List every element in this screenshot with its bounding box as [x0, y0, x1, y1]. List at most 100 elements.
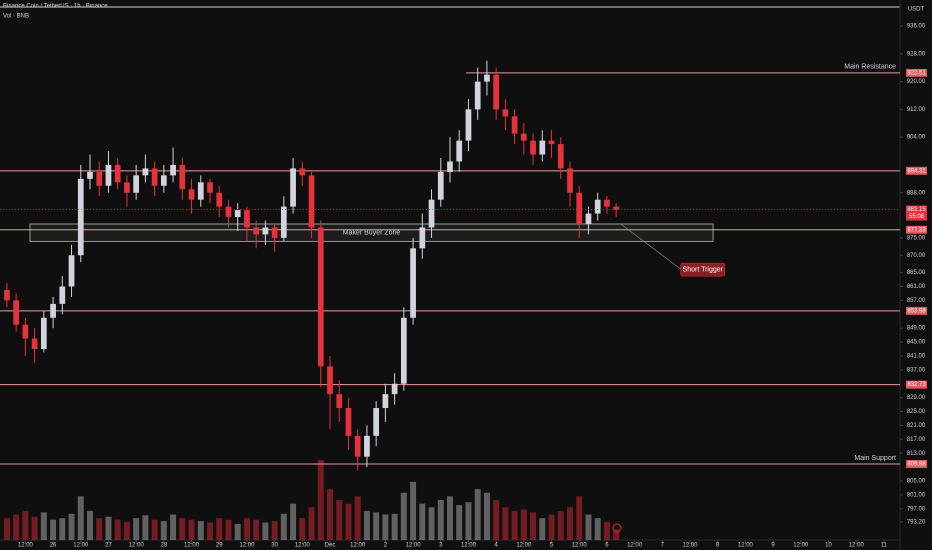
candle-body: [68, 255, 75, 287]
volume-bar: [197, 521, 204, 540]
volume-bar: [308, 507, 315, 540]
candle-body: [142, 168, 149, 176]
candle-body: [419, 227, 426, 249]
currency: USDT: [908, 7, 925, 13]
candle-body: [114, 164, 121, 183]
candle-body: [613, 206, 620, 210]
candle-body: [502, 109, 509, 117]
volume-bar: [354, 496, 361, 540]
y-tick-label: 920.00: [907, 79, 926, 85]
candle-body: [465, 109, 472, 141]
candle-body: [77, 178, 84, 256]
candle-body: [557, 144, 564, 169]
candle-body: [373, 408, 380, 436]
level-label: 832.73: [907, 382, 926, 388]
volume-bar: [391, 513, 398, 540]
x-tick-label: 12:00: [516, 543, 532, 549]
candle-body: [197, 182, 204, 200]
candle-body: [391, 383, 398, 395]
level-label: 853.98: [907, 308, 926, 314]
x-tick-label: 30: [271, 543, 278, 549]
volume-bar: [363, 510, 370, 540]
candle-body: [364, 435, 370, 457]
volume-bar: [133, 518, 140, 540]
level-label-box: [906, 68, 927, 77]
x-tick-label: 12:00: [461, 543, 477, 549]
volume-bar: [77, 496, 84, 540]
x-tick-label: 27: [105, 543, 112, 549]
y-tick-label: 829.00: [907, 395, 926, 401]
candle-body: [437, 171, 444, 200]
countdown: 55:08: [909, 214, 925, 220]
candle-body: [59, 286, 66, 304]
x-tick-label: 4: [494, 543, 498, 549]
volume-bar: [96, 518, 103, 540]
zone-label: Maker Buyer Zone: [343, 230, 401, 237]
volume-bar: [511, 510, 518, 540]
volume-bar: [548, 514, 555, 540]
x-tick-label: Dec: [325, 543, 336, 549]
volume-bar: [447, 496, 453, 540]
volume-bar: [13, 514, 20, 540]
volume-bar: [151, 519, 158, 540]
x-tick-label: 28: [161, 543, 168, 549]
y-tick-label: 912.00: [907, 107, 926, 113]
volume-bar: [87, 510, 93, 540]
volume-bar: [317, 460, 324, 540]
candle-body: [484, 74, 490, 82]
y-tick-label: 875.00: [907, 235, 926, 241]
x-tick-label: 12:00: [184, 543, 200, 549]
y-tick-label: 928.00: [907, 51, 926, 57]
volume-bar: [603, 521, 610, 540]
candle-body: [548, 140, 555, 145]
candle-body: [22, 324, 29, 339]
x-tick-label: 12:00: [849, 543, 865, 549]
volume-bar: [142, 515, 149, 540]
last-price-box: [906, 205, 927, 221]
candle-body: [400, 317, 407, 384]
candle-body: [520, 133, 527, 141]
x-tick-label: 12:00: [295, 543, 311, 549]
volume-bar: [410, 481, 417, 540]
level-label-box: [906, 380, 927, 389]
y-tick-label: 825.00: [907, 409, 926, 415]
volume-bar: [114, 519, 121, 540]
y-tick-label: 845.00: [907, 340, 926, 346]
y-tick-label: 813.00: [907, 451, 926, 457]
candle-body: [216, 192, 223, 207]
y-tick-label: 817.00: [907, 437, 926, 443]
volume-bar: [567, 507, 573, 540]
candle-body: [160, 175, 167, 186]
y-tick-label: 861.00: [907, 284, 926, 290]
volume-bar: [576, 496, 583, 540]
level-label-box: [906, 460, 927, 469]
candle-body: [133, 175, 140, 193]
volume-bar: [179, 518, 186, 540]
y-tick-label: 936.00: [907, 24, 926, 30]
volume-bar: [59, 518, 66, 540]
candle-body: [585, 213, 592, 224]
y-tick-label: 841.00: [907, 354, 926, 360]
y-tick-label: 797.00: [907, 506, 926, 512]
volume-bar: [493, 500, 500, 540]
candle-body: [299, 168, 306, 176]
candle-body: [428, 199, 435, 228]
volume-bar: [271, 521, 278, 540]
volume-bar: [474, 489, 481, 540]
candle-body: [271, 227, 278, 238]
candle-body: [188, 189, 195, 200]
volume-bar: [225, 519, 232, 540]
volume-bar: [345, 503, 352, 540]
x-tick-label: 12:00: [682, 543, 698, 549]
level-label-box: [906, 306, 927, 315]
candle-body: [336, 394, 343, 409]
candle-body: [105, 164, 112, 186]
x-tick-label: 12:00: [129, 543, 145, 549]
level-label-box: [906, 166, 927, 175]
candle-body: [327, 366, 333, 395]
candle-body: [253, 227, 260, 235]
x-tick-label: 12:00: [627, 543, 643, 549]
volume-bar: [585, 514, 592, 540]
candle-body: [539, 140, 546, 155]
